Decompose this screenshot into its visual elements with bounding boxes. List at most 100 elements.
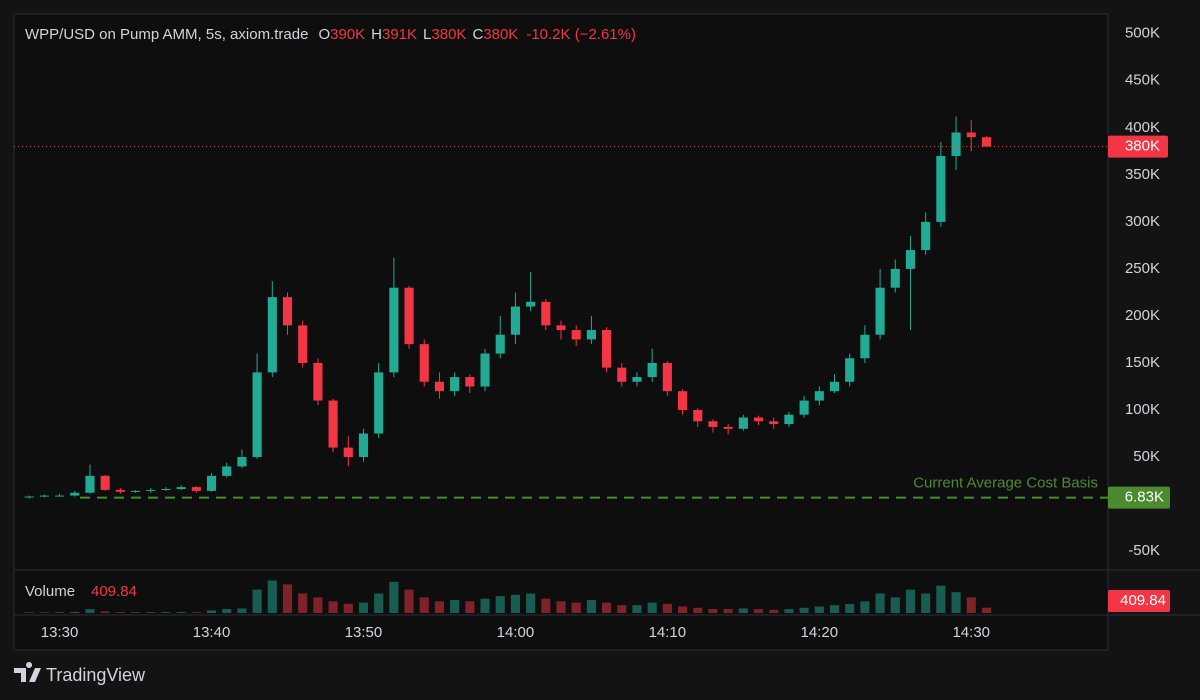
volume-last-value: 409.84	[1120, 592, 1166, 609]
candle-body	[70, 492, 80, 496]
candle-body	[404, 287, 414, 345]
y-tick-label: 350K	[1125, 166, 1160, 183]
volume-bar	[966, 597, 976, 613]
candle-body	[617, 367, 627, 382]
y-tick-label: 150K	[1125, 354, 1160, 371]
candle-body	[161, 488, 171, 490]
legend-value: 391K	[382, 26, 417, 43]
volume-bar	[586, 600, 596, 613]
volume-bar	[328, 601, 338, 613]
volume-bar	[313, 597, 323, 613]
candle-body	[708, 421, 718, 427]
candle-body	[100, 475, 110, 490]
candle-body	[784, 414, 794, 425]
candle-body	[480, 353, 490, 387]
candle-body	[845, 358, 855, 382]
volume-bar	[191, 612, 201, 613]
legend-change: -10.2K (−2.61%)	[526, 26, 636, 43]
volume-bar	[480, 598, 490, 613]
candle-body	[434, 381, 445, 392]
x-tick-label: 14:00	[497, 624, 535, 641]
candle-body	[526, 301, 536, 307]
candle-body	[206, 475, 217, 491]
candle-body	[374, 372, 384, 434]
volume-bar	[571, 602, 581, 613]
y-tick-label: 50K	[1133, 448, 1160, 465]
candle-body	[237, 457, 247, 467]
candle-body	[465, 377, 475, 387]
cost-basis-label: Current Average Cost Basis	[913, 475, 1098, 492]
volume-bar	[343, 603, 353, 613]
candle-body	[829, 381, 840, 392]
volume-bar	[556, 601, 566, 613]
volume-bar	[176, 611, 186, 613]
candle-body	[419, 344, 429, 382]
volume-bar	[769, 609, 779, 613]
volume-bar	[936, 585, 946, 613]
volume-bar	[632, 605, 642, 613]
x-tick-label: 14:20	[801, 624, 839, 641]
volume-bar	[784, 609, 794, 613]
candle-body	[541, 301, 551, 326]
brand-logo	[14, 662, 41, 682]
candle-body	[769, 421, 779, 425]
candle-body	[267, 297, 277, 373]
volume-bar	[450, 600, 460, 613]
x-tick-label: 13:40	[193, 624, 231, 641]
volume-bar	[237, 608, 247, 613]
candle-body	[632, 377, 642, 382]
candle-body	[358, 433, 369, 458]
y-tick-label: 200K	[1125, 307, 1160, 324]
volume-bar	[708, 609, 718, 613]
volume-bar	[981, 607, 992, 613]
volume-bar	[161, 612, 171, 613]
volume-bar	[404, 589, 414, 613]
plot: Current Average Cost Basis	[14, 116, 1108, 613]
brand-name: TradingView	[46, 665, 146, 685]
candle-body	[222, 466, 232, 476]
candle-body	[677, 391, 688, 410]
volume-bar	[829, 605, 840, 613]
candle-body	[85, 475, 95, 493]
volume-bar	[465, 601, 475, 613]
y-tick-label: 300K	[1125, 213, 1160, 230]
candle-body	[24, 496, 34, 498]
candle-body	[39, 495, 49, 497]
volume-bar	[860, 601, 870, 613]
candle-body	[176, 487, 186, 489]
candle-body	[981, 137, 992, 147]
volume-bar	[541, 598, 551, 613]
volume-value: 409.84	[91, 583, 137, 600]
candle-body	[328, 400, 338, 448]
candle-body	[343, 447, 353, 458]
volume-bar	[206, 610, 217, 613]
cost-basis-box	[1108, 486, 1170, 509]
volume-bar	[693, 607, 703, 613]
candle-body	[146, 489, 156, 491]
volume-bar	[753, 609, 764, 613]
volume-bar	[252, 589, 262, 613]
volume-bar	[100, 611, 110, 613]
candle-body	[495, 334, 505, 354]
candle-body	[799, 400, 809, 415]
volume-bar	[358, 602, 369, 613]
candle-body	[951, 132, 961, 157]
y-tick-label: 400K	[1125, 119, 1160, 136]
x-tick-label: 14:10	[649, 624, 687, 641]
volume-bar	[298, 593, 308, 613]
volume-bar	[24, 612, 34, 613]
volume-bar	[146, 612, 156, 613]
candle-body	[921, 221, 931, 251]
volume-bar	[890, 597, 900, 613]
volume-bar	[814, 606, 824, 613]
chart-title: WPP/USD on Pump AMM, 5s, axiom.trade O390…	[25, 26, 636, 43]
symbol: WPP/USD on Pump AMM, 5s, axiom.trade	[25, 26, 308, 43]
candle-body	[450, 377, 460, 392]
volume-bar	[647, 602, 657, 613]
volume-bar	[602, 602, 612, 613]
candle-body	[814, 391, 824, 401]
candle-body	[860, 334, 870, 359]
x-tick-label: 14:30	[952, 624, 990, 641]
volume-bar	[617, 605, 627, 613]
cost-basis-value: 6.83K	[1125, 489, 1164, 506]
